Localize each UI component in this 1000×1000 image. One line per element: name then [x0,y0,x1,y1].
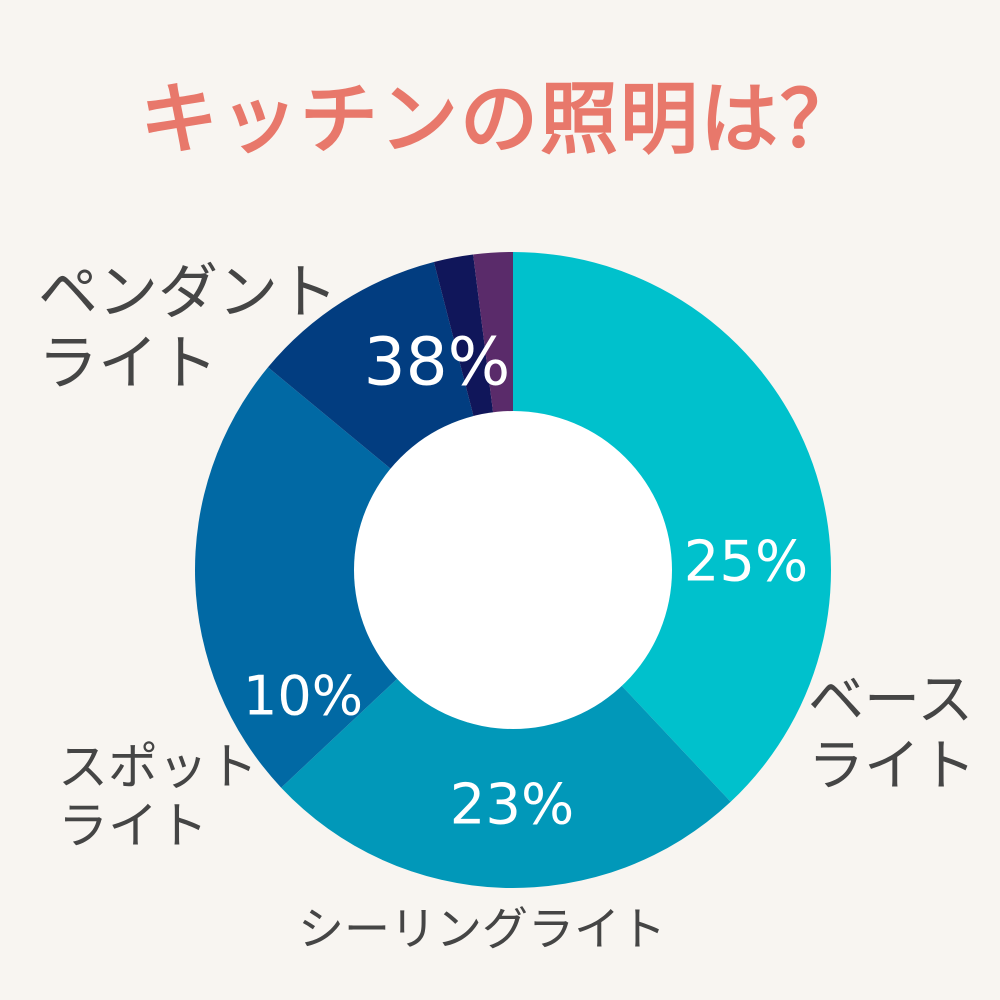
label-spot-line-2: ライト [58,797,208,855]
label-base-line-1: ベース [808,668,974,733]
label-spot-light: スポット ライト [58,738,258,856]
label-pendant-line-2: ライト [38,328,218,399]
segment-percent-label-1: 38% [364,324,511,401]
label-pendant-light: ペンダント ライト [38,258,338,400]
segment-percent-label-4: 10% [243,665,363,728]
label-ceiling-light: シーリングライト [298,902,666,956]
donut-hole [354,411,672,729]
chart-title: キッチンの照明は？ [139,75,860,165]
donut-segment-3 [195,367,514,788]
segment-percent-label-3: 23% [450,773,574,838]
donut-segment-2 [281,570,731,889]
segment-percent-labels: 38% 25% 23% 10% [243,324,808,838]
label-base-line-2: ライト [808,734,976,800]
label-base-light: ベース ライト [808,668,976,800]
label-spot-line-1: スポット [58,738,258,796]
label-ceiling-line-1: シーリングライト [298,902,666,956]
label-pendant-line-1: ペンダント [38,258,338,328]
donut-segments [195,252,832,889]
donut-segment-1 [513,252,832,802]
segment-percent-label-2: 25% [684,530,808,595]
